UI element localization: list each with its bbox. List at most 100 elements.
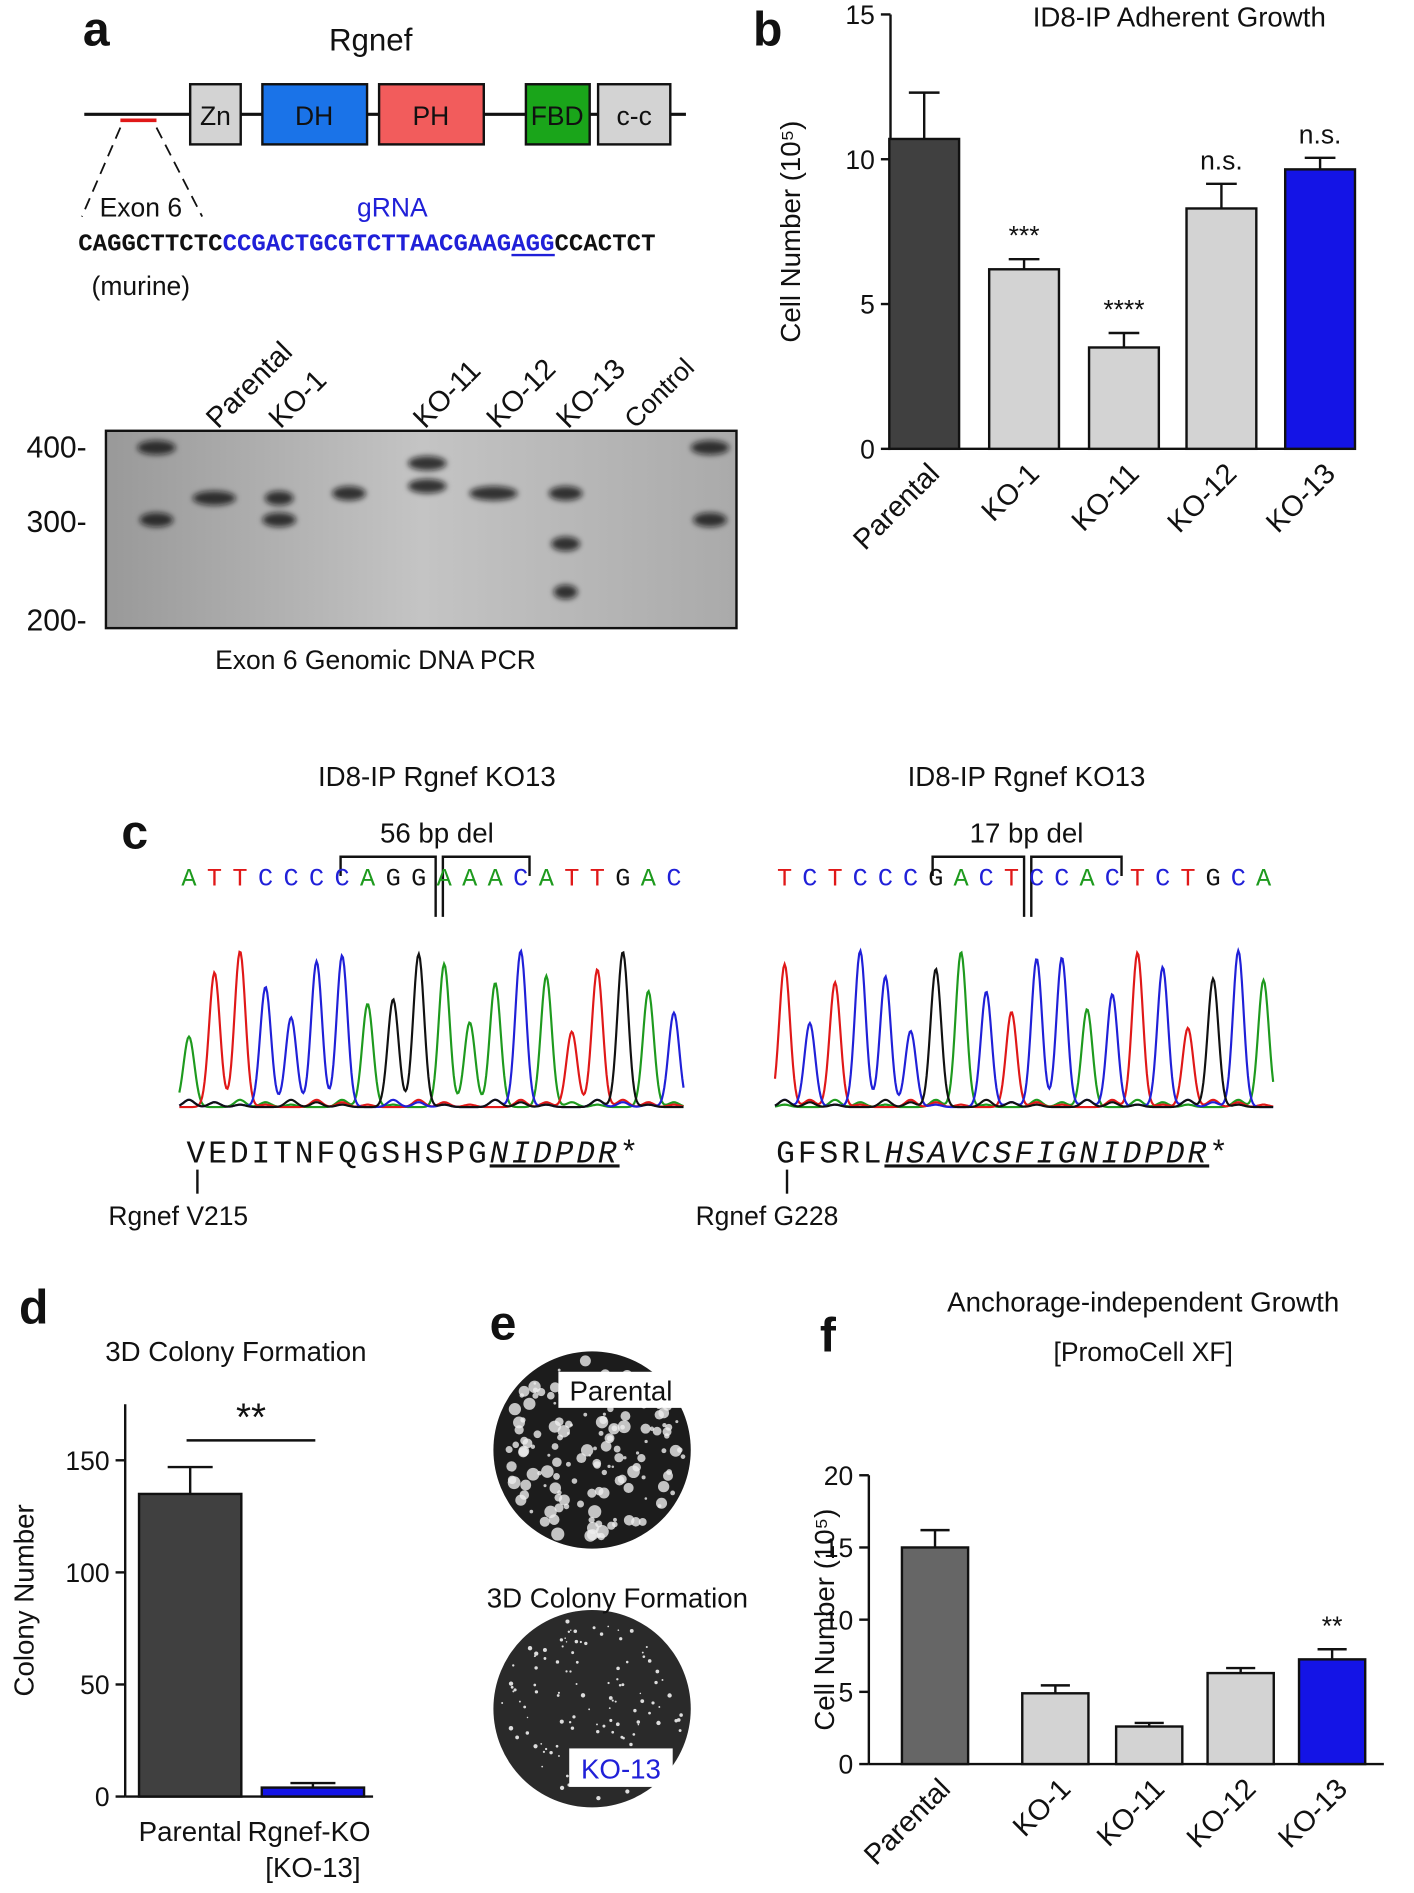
colony — [613, 1517, 617, 1522]
colony — [636, 1720, 641, 1724]
colony — [596, 1729, 600, 1734]
colony — [565, 1774, 569, 1778]
protein-sequence: GFSRLHSAVCSFIGNIDPDR* — [776, 1137, 1231, 1172]
colony — [523, 1705, 527, 1709]
error-bar — [1008, 257, 1040, 270]
y-tick-label: 20 — [824, 1461, 853, 1491]
x-tick-label: KO-13 — [1260, 458, 1342, 540]
domain-box — [596, 83, 672, 146]
colony — [501, 1702, 504, 1704]
y-tick-label: 0 — [860, 434, 875, 464]
error-bar — [167, 1465, 213, 1494]
colony — [540, 1743, 543, 1745]
colony — [572, 1715, 576, 1719]
colony — [588, 1708, 591, 1711]
y-tick-label: 150 — [65, 1446, 109, 1476]
colony — [508, 1725, 514, 1731]
colony — [656, 1720, 661, 1726]
colony — [644, 1439, 648, 1444]
colony — [611, 1465, 615, 1468]
colony — [592, 1458, 602, 1468]
colony — [542, 1647, 547, 1652]
significance-label: ** — [236, 1397, 266, 1440]
colony — [601, 1469, 608, 1476]
trace-title: ID8-IP Rgnef KO13 — [318, 761, 556, 792]
colony — [557, 1490, 562, 1495]
colony — [625, 1789, 630, 1794]
colony — [613, 1445, 621, 1453]
colony — [609, 1718, 613, 1722]
colony — [625, 1660, 629, 1664]
residue-label: Rgnef G228 — [696, 1201, 839, 1231]
colony — [569, 1423, 573, 1427]
bar — [1087, 346, 1161, 451]
colony — [648, 1711, 651, 1715]
colony — [641, 1475, 646, 1480]
protein-part: VEDITNFQGSHSPG — [187, 1137, 490, 1172]
colony — [617, 1629, 620, 1631]
image-label: Parental — [569, 1376, 672, 1407]
colony — [539, 1516, 550, 1527]
significance-label: **** — [1103, 295, 1144, 325]
colony — [512, 1441, 520, 1449]
colony — [556, 1694, 560, 1697]
colony — [614, 1453, 624, 1463]
lane-label: KO-11 — [407, 354, 487, 434]
colony — [557, 1691, 560, 1694]
colony — [612, 1521, 618, 1528]
gel-caption: Exon 6 Genomic DNA PCR — [215, 645, 536, 675]
colony — [533, 1744, 538, 1749]
colony — [553, 1473, 560, 1480]
bar — [1297, 1658, 1367, 1766]
colony — [549, 1382, 561, 1393]
error-bar — [1108, 331, 1140, 348]
colony — [534, 1690, 539, 1694]
lane-label: Control — [618, 352, 700, 434]
y-tick-label: 15 — [824, 1533, 853, 1563]
colony — [512, 1664, 515, 1667]
colony — [614, 1700, 617, 1703]
colony — [555, 1660, 560, 1664]
marker-label: 200- — [26, 605, 86, 638]
colony — [621, 1683, 625, 1687]
residue-label: Rgnef V215 — [108, 1201, 248, 1231]
colony — [662, 1422, 667, 1428]
colony — [561, 1645, 564, 1648]
colony — [616, 1666, 620, 1671]
colony — [542, 1750, 546, 1753]
error-bar — [1226, 1666, 1256, 1674]
colony — [575, 1660, 579, 1664]
colony — [598, 1430, 604, 1436]
bar — [1021, 1692, 1090, 1766]
colony — [627, 1465, 640, 1479]
colony — [632, 1733, 636, 1736]
protein-part: * — [620, 1137, 642, 1172]
significance-label: *** — [1009, 221, 1040, 251]
colony — [604, 1433, 615, 1444]
domain-label: Zn — [200, 101, 231, 131]
bar — [260, 1786, 366, 1798]
colony — [557, 1434, 563, 1441]
colony — [644, 1497, 648, 1500]
lane-label: KO-12 — [481, 353, 563, 435]
bracket — [339, 855, 531, 917]
colony — [616, 1678, 619, 1681]
colony — [607, 1625, 610, 1628]
seq-part: AGG — [511, 231, 554, 258]
dna-sequence: CAGGCTTCTCCCGACTGCGTCTTAACGAAGAGGCCACTCT — [78, 231, 655, 258]
seq-part: CAGGCTTCTC — [78, 231, 222, 258]
colony — [515, 1735, 520, 1740]
band — [553, 584, 578, 600]
colony — [507, 1475, 517, 1485]
colony — [575, 1682, 578, 1685]
colony — [608, 1696, 613, 1700]
domain-box — [377, 83, 485, 146]
colony — [655, 1669, 660, 1674]
colony — [596, 1723, 598, 1726]
significance-label: n.s. — [1200, 145, 1243, 175]
colony — [534, 1651, 539, 1656]
colony — [669, 1444, 682, 1457]
colony — [525, 1731, 530, 1735]
colony — [520, 1479, 532, 1491]
